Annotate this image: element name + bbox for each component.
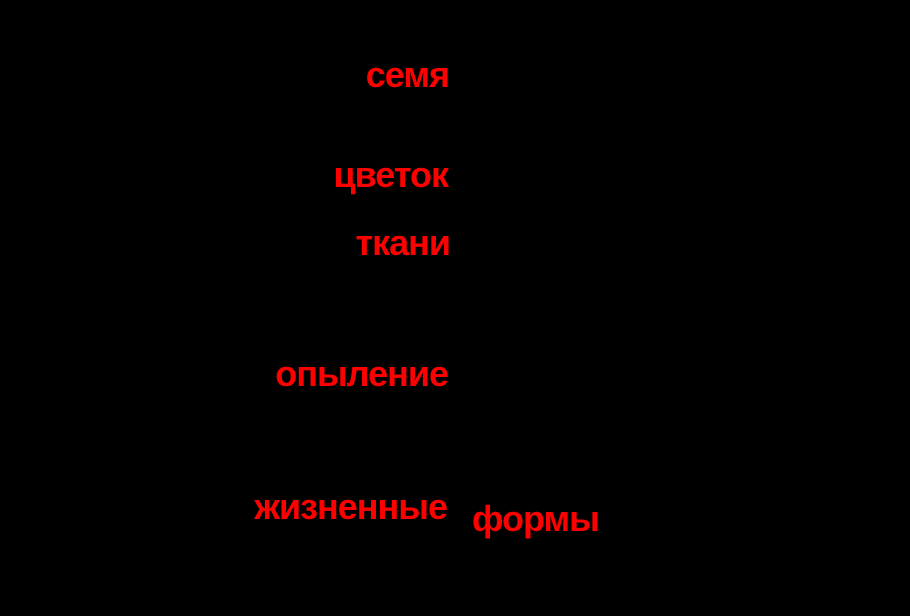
trait-label-flower: цветок <box>333 154 449 195</box>
trait-label-life-forms-word2: формы <box>472 498 600 539</box>
trait-label-life-forms-word1: жизненные <box>254 486 448 527</box>
trait-label-seed: семя <box>365 54 450 95</box>
trait-label-pollination: опыление <box>275 353 449 394</box>
trait-label-tissues: ткани <box>355 222 451 263</box>
